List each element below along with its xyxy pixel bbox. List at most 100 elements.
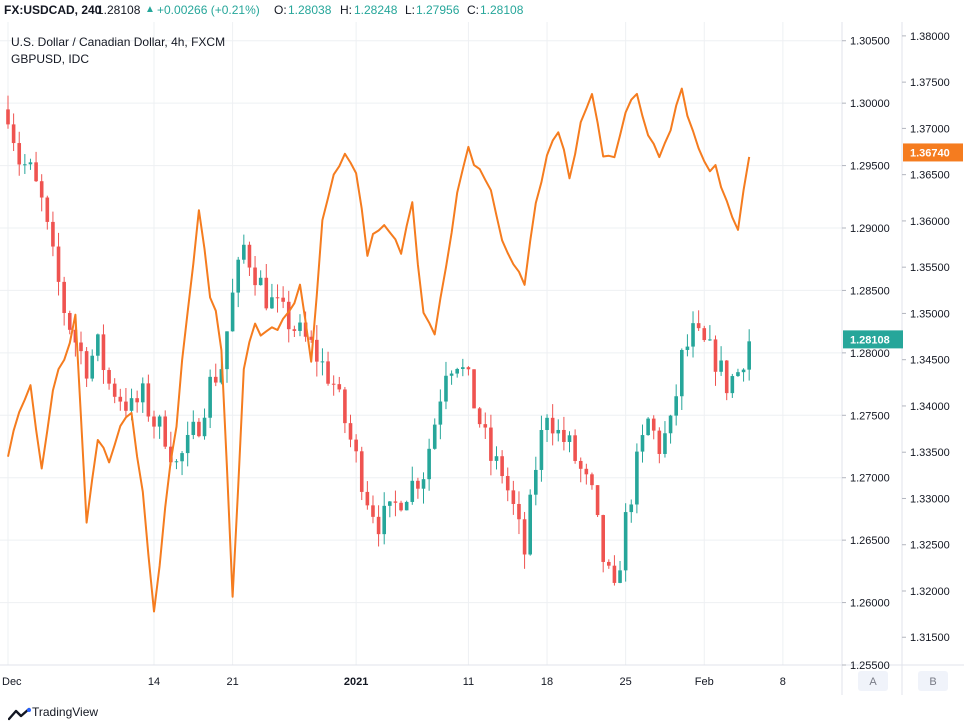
candle-body [326, 361, 330, 384]
candle-body [348, 423, 353, 440]
x-tick-label: 25 [620, 676, 632, 688]
candle-body [140, 383, 145, 403]
y-tick-label-a: 1.27500 [850, 410, 890, 422]
y-tick-label-b: 1.36000 [910, 216, 950, 228]
overlay-last-badge [903, 143, 963, 162]
candle-body [550, 417, 555, 434]
candle-body [668, 415, 673, 434]
overlay-last-badge-label: 1.36740 [910, 147, 950, 159]
candle-body [472, 369, 476, 409]
candle-body [404, 501, 409, 511]
chart-axes: 1.30500 1.30000 1.29500 1.29000 1.28500 1.280… [0, 22, 964, 695]
low-value: 1.27956 [416, 3, 460, 17]
candle-body [118, 396, 123, 402]
candle-body [23, 164, 27, 166]
price-chart[interactable]: 1.30500 1.30000 1.29500 1.29000 1.28500 1.280… [0, 0, 964, 700]
candle-body [163, 416, 168, 447]
candle-body [202, 417, 207, 437]
candle-body [225, 331, 229, 370]
candle-body [73, 329, 78, 343]
candle-body [640, 435, 645, 452]
candle-body [567, 435, 572, 442]
candle-body [191, 421, 196, 435]
candle-body [719, 360, 723, 372]
candle-body [421, 479, 426, 489]
candle-body [466, 367, 471, 370]
y-tick-label-b: 1.34000 [910, 401, 950, 413]
symbol-label[interactable]: FX:USDCAD, 240 [4, 3, 102, 17]
candle-body [112, 383, 117, 397]
y-tick-label-b: 1.33000 [910, 493, 950, 505]
high-label: H: [340, 3, 352, 17]
y-tick-label-b: 1.33500 [910, 447, 950, 459]
y-tick-label-b: 1.35500 [910, 262, 950, 274]
candle-body [146, 383, 151, 417]
candle-body [410, 480, 415, 502]
y-tick-label-a: 1.30000 [850, 98, 890, 110]
overlay-legend: GBPUSD, IDC [11, 52, 89, 66]
candle-body [545, 417, 549, 431]
candle-body [90, 355, 95, 379]
symbol-header: FX:USDCAD, 240 1.28108 ▲ +0.00266 (+0.21… [0, 0, 964, 22]
candle-body [298, 322, 302, 331]
y-tick-label-a: 1.25500 [850, 660, 890, 672]
x-tick-label: 2021 [344, 676, 368, 688]
candle-body [39, 181, 44, 198]
candle-body [174, 461, 179, 463]
candle-body [663, 433, 667, 454]
candle-body [522, 519, 527, 555]
x-tick-label: 11 [463, 676, 474, 688]
candle-body [247, 244, 252, 268]
candle-body [455, 368, 459, 374]
candle-body [393, 501, 398, 503]
candle-body [382, 505, 387, 535]
candle-body [438, 401, 443, 425]
candle-body [449, 373, 454, 376]
candle-body [11, 124, 16, 144]
candle-body [309, 336, 314, 340]
candle-body [320, 361, 325, 363]
candle-body [388, 501, 392, 506]
candle-body [62, 281, 66, 313]
candle-body [84, 351, 89, 379]
scale-b-button[interactable]: B [918, 671, 948, 691]
candle-body [270, 297, 274, 309]
y-tick-label-b: 1.38000 [910, 31, 950, 43]
candle-body [34, 162, 38, 182]
candle-body [197, 421, 201, 437]
x-tick-label: 8 [780, 676, 786, 688]
candle-body [337, 384, 342, 390]
price-change: +0.00266 (+0.21%) [157, 3, 260, 17]
y-tick-label-a: 1.26500 [850, 535, 890, 547]
last-price: 1.28108 [97, 3, 141, 17]
candle-body [461, 367, 465, 369]
candle-body [427, 448, 431, 480]
low-label: L: [405, 3, 416, 17]
candle-body [152, 416, 156, 427]
candle-body [657, 430, 662, 454]
candle-body [129, 398, 134, 411]
candle-body [578, 460, 583, 469]
candle-body [528, 494, 532, 555]
y-tick-label-b: 1.36500 [910, 170, 950, 182]
scale-a-button[interactable]: A [858, 671, 888, 691]
candle-body [601, 515, 605, 562]
candle-body [562, 429, 566, 442]
y-tick-label-a: 1.30500 [850, 36, 890, 48]
x-tick-label: 18 [541, 676, 553, 688]
candle-body [281, 297, 285, 302]
candle-body [236, 259, 241, 293]
tradingview-icon [8, 707, 31, 721]
candle-body [292, 329, 297, 331]
y-tick-label-a: 1.28500 [850, 285, 890, 297]
candle-body [511, 490, 516, 504]
candle-body [365, 491, 370, 506]
candle-body [157, 416, 162, 427]
candle-body [264, 277, 269, 309]
candle-body [534, 469, 538, 495]
y-tick-label-b: 1.37500 [910, 77, 950, 89]
candle-body [747, 341, 751, 370]
y-tick-label-a: 1.29500 [850, 161, 890, 173]
candle-body [315, 339, 319, 362]
x-tick-label: 14 [148, 676, 160, 688]
